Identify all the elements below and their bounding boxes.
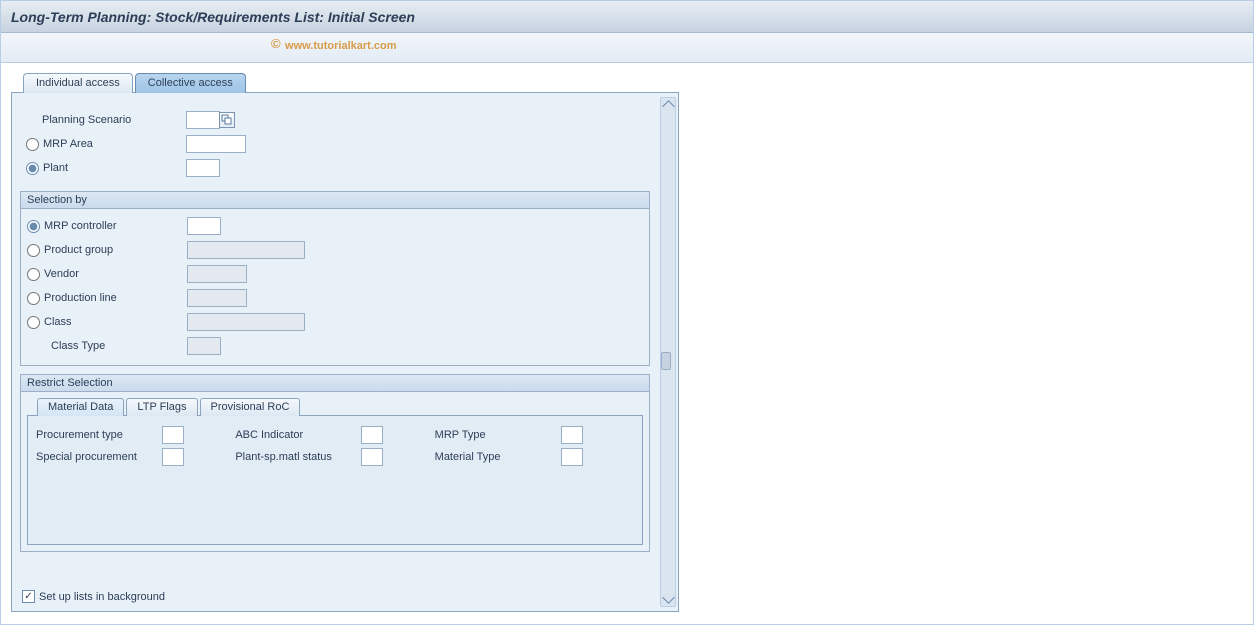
class-type-label: Class Type — [27, 340, 187, 352]
procurement-type-label: Procurement type — [36, 429, 156, 441]
mrp-area-radio[interactable] — [26, 138, 39, 151]
tab-individual-access[interactable]: Individual access — [23, 73, 133, 93]
production-line-radio[interactable] — [27, 292, 40, 305]
plant-radio[interactable] — [26, 162, 39, 175]
mrp-controller-label: MRP controller — [44, 220, 117, 232]
class-type-input[interactable] — [187, 337, 221, 355]
product-group-input[interactable] — [187, 241, 305, 259]
title-bar: Long-Term Planning: Stock/Requirements L… — [1, 1, 1253, 33]
setup-lists-checkbox[interactable] — [22, 590, 35, 603]
mrp-type-label: MRP Type — [435, 429, 555, 441]
tab-provisional-roc[interactable]: Provisional RoC — [200, 398, 301, 416]
abc-indicator-label: ABC Indicator — [235, 429, 355, 441]
class-label: Class — [44, 316, 72, 328]
plant-input[interactable] — [186, 159, 220, 177]
class-radio[interactable] — [27, 316, 40, 329]
product-group-label: Product group — [44, 244, 113, 256]
vendor-label: Vendor — [44, 268, 79, 280]
material-type-input[interactable] — [561, 448, 583, 466]
collective-access-panel: Planning Scenario MRP Area Plant — [11, 92, 679, 612]
abc-indicator-input[interactable] — [361, 426, 383, 444]
procurement-type-input[interactable] — [162, 426, 184, 444]
tab-material-data[interactable]: Material Data — [37, 398, 124, 416]
access-tabstrip: Individual access Collective access Plan… — [11, 73, 679, 612]
vendor-radio[interactable] — [27, 268, 40, 281]
selection-by-title: Selection by — [21, 192, 649, 209]
setup-lists-label: Set up lists in background — [39, 591, 165, 603]
top-fields: Planning Scenario MRP Area Plant — [20, 101, 670, 187]
footer-row: Set up lists in background — [22, 590, 165, 603]
special-procurement-input[interactable] — [162, 448, 184, 466]
mrp-area-label: MRP Area — [43, 138, 93, 150]
mrp-controller-radio[interactable] — [27, 220, 40, 233]
plant-label: Plant — [43, 162, 68, 174]
mrp-type-input[interactable] — [561, 426, 583, 444]
product-group-radio[interactable] — [27, 244, 40, 257]
plant-sp-matl-status-input[interactable] — [361, 448, 383, 466]
restrict-selection-group: Restrict Selection Material Data LTP Fla… — [20, 374, 650, 552]
mrp-area-input[interactable] — [186, 135, 246, 153]
class-input[interactable] — [187, 313, 305, 331]
material-type-label: Material Type — [435, 451, 555, 463]
material-data-panel: Procurement type ABC Indicator MRP Type … — [27, 415, 643, 545]
scrollbar-grip[interactable] — [661, 352, 671, 370]
restrict-selection-title: Restrict Selection — [21, 375, 649, 392]
application-toolbar — [1, 33, 1253, 63]
matchcode-icon[interactable] — [219, 112, 235, 128]
selection-by-group: Selection by MRP controller Product grou… — [20, 191, 650, 366]
vendor-input[interactable] — [187, 265, 247, 283]
production-line-label: Production line — [44, 292, 117, 304]
plant-sp-matl-status-label: Plant-sp.matl status — [235, 451, 355, 463]
content-area: Individual access Collective access Plan… — [1, 63, 1253, 612]
mrp-controller-input[interactable] — [187, 217, 221, 235]
tab-collective-access[interactable]: Collective access — [135, 73, 246, 93]
planning-scenario-input[interactable] — [186, 111, 220, 129]
planning-scenario-label: Planning Scenario — [26, 114, 186, 126]
scrollbar[interactable] — [660, 97, 676, 607]
page-title: Long-Term Planning: Stock/Requirements L… — [11, 9, 415, 25]
production-line-input[interactable] — [187, 289, 247, 307]
app-frame: Long-Term Planning: Stock/Requirements L… — [0, 0, 1254, 625]
restrict-tabstrip: Material Data LTP Flags Provisional RoC … — [27, 398, 643, 545]
tab-ltp-flags[interactable]: LTP Flags — [126, 398, 197, 416]
special-procurement-label: Special procurement — [36, 451, 156, 463]
